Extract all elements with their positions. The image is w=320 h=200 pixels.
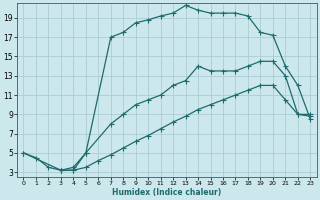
X-axis label: Humidex (Indice chaleur): Humidex (Indice chaleur)	[112, 188, 221, 197]
